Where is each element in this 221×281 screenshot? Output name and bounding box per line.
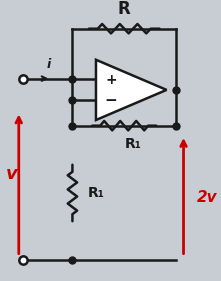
Text: +: + <box>105 73 117 87</box>
Polygon shape <box>96 60 167 120</box>
Text: R₁: R₁ <box>88 186 104 200</box>
Text: i: i <box>46 58 51 71</box>
Text: 2v: 2v <box>197 190 217 205</box>
Text: R₁: R₁ <box>125 137 142 151</box>
Text: −: − <box>105 93 117 108</box>
Text: R: R <box>118 0 131 18</box>
Text: v: v <box>5 165 17 183</box>
